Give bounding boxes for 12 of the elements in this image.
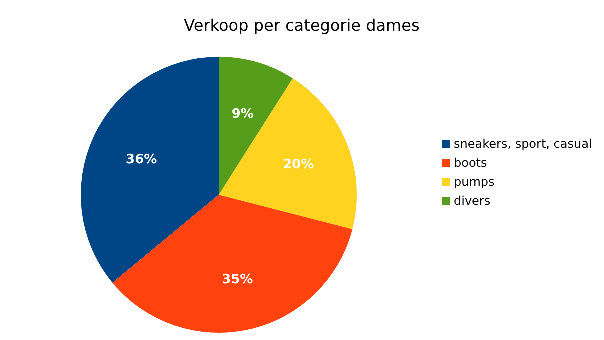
legend-label: divers — [454, 194, 491, 208]
legend-label: pumps — [454, 175, 495, 189]
data-label: 20% — [282, 158, 314, 173]
data-label: 36% — [126, 152, 158, 168]
pie-slice — [112, 195, 353, 333]
legend-label: sneakers, sport, casual — [454, 137, 592, 151]
legend-label: boots — [454, 156, 488, 170]
data-label: 35% — [222, 272, 254, 288]
pie-slice — [219, 78, 357, 230]
chart-title: Verkoop per categorie dames — [184, 16, 420, 35]
data-label: 9% — [232, 106, 254, 122]
pie-slice — [81, 57, 219, 283]
